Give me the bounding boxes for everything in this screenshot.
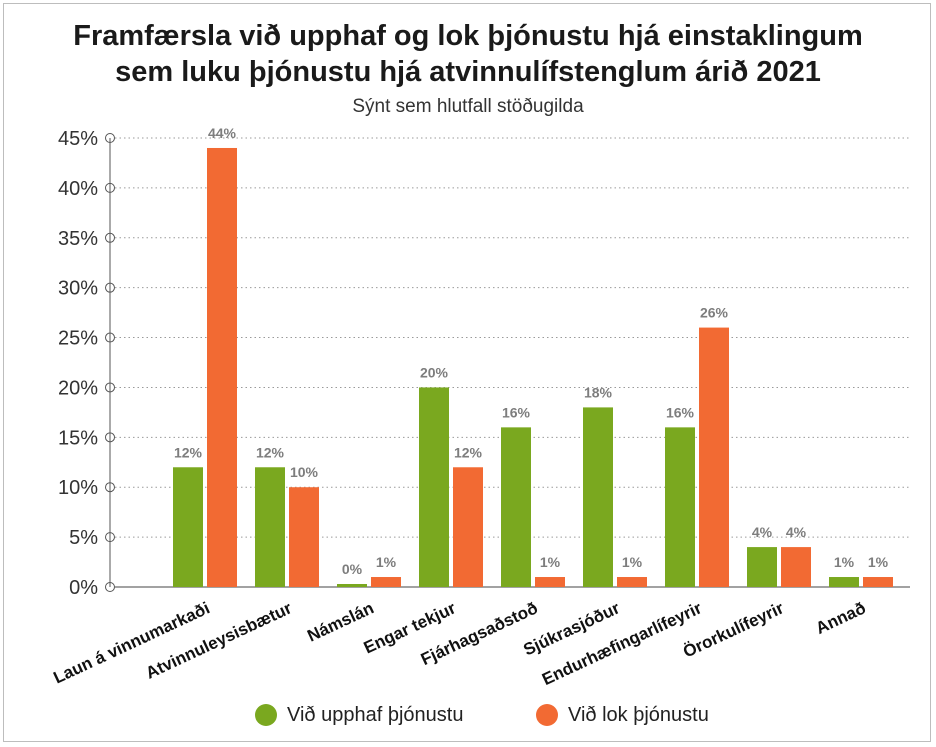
data-label: 16%: [502, 404, 531, 420]
data-label: 16%: [666, 404, 695, 420]
legend-swatch-start: [255, 704, 277, 726]
y-tick-label: 25%: [58, 328, 98, 350]
chart-frame: [3, 3, 931, 742]
bar-start: [665, 427, 695, 587]
x-tick-label: Laun á vinnumarkaði: [51, 598, 213, 687]
data-label: 12%: [256, 444, 285, 460]
bar-start: [583, 407, 613, 587]
data-label: 1%: [540, 554, 561, 570]
x-tick-label: Annað: [813, 598, 869, 638]
y-tick-label: 40%: [58, 178, 98, 200]
data-label: 1%: [834, 554, 855, 570]
data-label: 1%: [622, 554, 643, 570]
bar-end: [699, 327, 729, 587]
bar-end: [207, 147, 237, 587]
bar-start: [747, 547, 777, 587]
bar-end: [535, 577, 565, 587]
y-tick-label: 10%: [58, 477, 98, 499]
y-tick-label: 5%: [69, 527, 98, 549]
legend-item-start: Við upphaf þjónustu: [255, 701, 463, 729]
legend-item-end: Við lok þjónustu: [536, 701, 709, 729]
bar-end: [617, 577, 647, 587]
data-label: 1%: [376, 554, 397, 570]
data-label: 0%: [342, 561, 363, 577]
bar-end: [371, 577, 401, 587]
bar-start: [173, 467, 203, 587]
bar-end: [781, 547, 811, 587]
bar-start: [419, 387, 449, 587]
y-tick-label: 20%: [58, 377, 98, 399]
bar-start: [829, 577, 859, 587]
y-tick-label: 45%: [58, 128, 98, 150]
chart-subtitle: Sýnt sem hlutfall stöðugilda: [352, 96, 584, 117]
y-tick-label: 0%: [69, 577, 98, 599]
data-label: 4%: [752, 524, 773, 540]
legend-label-end: Við lok þjónustu: [568, 703, 709, 726]
y-tick-label: 35%: [58, 228, 98, 250]
bar-end: [863, 577, 893, 587]
data-label: 20%: [420, 364, 449, 380]
chart-title: Framfærsla við upphaf og lok þjónustu hj…: [0, 18, 936, 90]
data-label: 1%: [868, 554, 889, 570]
x-tick-label: Atvinnuleysisbætur: [143, 598, 295, 682]
chart-title-line2: sem luku þjónustu hjá atvinnulífstenglum…: [115, 56, 821, 88]
data-label: 18%: [584, 384, 613, 400]
chart-title-line1: Framfærsla við upphaf og lok þjónustu hj…: [73, 20, 863, 52]
bar-end: [453, 467, 483, 587]
bar-end: [289, 487, 319, 587]
legend: Við upphaf þjónustu Við lok þjónustu: [0, 701, 936, 729]
data-label: 10%: [290, 464, 319, 480]
y-tick-label: 15%: [58, 427, 98, 449]
bar-start: [501, 427, 531, 587]
data-label: 4%: [786, 524, 807, 540]
y-tick-label: 30%: [58, 278, 98, 300]
bar-start: [337, 584, 367, 587]
bar-start: [255, 467, 285, 587]
data-label: 12%: [174, 444, 203, 460]
legend-swatch-end: [536, 704, 558, 726]
data-label: 44%: [208, 125, 237, 141]
data-label: 12%: [454, 444, 483, 460]
data-label: 26%: [700, 305, 729, 321]
legend-label-start: Við upphaf þjónustu: [287, 703, 464, 726]
